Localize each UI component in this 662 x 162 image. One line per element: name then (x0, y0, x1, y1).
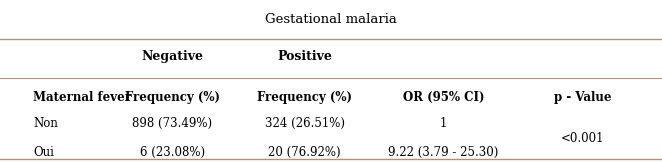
Text: Frequency (%): Frequency (%) (124, 91, 220, 104)
Text: OR (95% CI): OR (95% CI) (402, 91, 485, 104)
Text: Oui: Oui (33, 146, 54, 159)
Text: Gestational malaria: Gestational malaria (265, 13, 397, 26)
Text: 324 (26.51%): 324 (26.51%) (265, 117, 344, 130)
Text: 1: 1 (440, 117, 448, 130)
Text: Non: Non (33, 117, 58, 130)
Text: Frequency (%): Frequency (%) (257, 91, 352, 104)
Text: p - Value: p - Value (554, 91, 611, 104)
Text: 20 (76.92%): 20 (76.92%) (268, 146, 341, 159)
Text: 898 (73.49%): 898 (73.49%) (132, 117, 213, 130)
Text: 6 (23.08%): 6 (23.08%) (140, 146, 205, 159)
Text: Positive: Positive (277, 50, 332, 63)
Text: Maternal fever: Maternal fever (33, 91, 131, 104)
Text: 9.22 (3.79 - 25.30): 9.22 (3.79 - 25.30) (389, 146, 498, 159)
Text: <0.001: <0.001 (561, 132, 604, 145)
Text: Negative: Negative (141, 50, 203, 63)
